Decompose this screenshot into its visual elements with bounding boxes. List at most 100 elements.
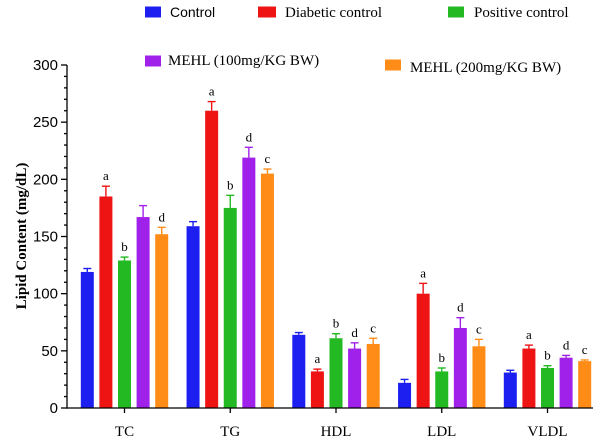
significance-letter-vldl-mehl-200mg-kg-bw: c xyxy=(582,342,588,357)
error-bar-hdl-positive-control xyxy=(332,332,340,339)
significance-letter-ldl-mehl-200mg-kg-bw: c xyxy=(476,321,482,336)
error-bar-vldl-diabetic-control xyxy=(524,344,533,349)
error-bar-ldl-mehl-100mg-kg-bw xyxy=(456,316,465,328)
y-tick-label-0: 0 xyxy=(50,400,58,417)
error-bar-tg-mehl-200mg-kg-bw xyxy=(263,168,272,174)
error-bar-tc-positive-control xyxy=(120,256,129,261)
error-bars xyxy=(83,100,589,383)
error-bar-hdl-control xyxy=(294,331,303,335)
y-tick-label-150: 150 xyxy=(33,229,58,246)
bar-ldl-mehl-100mg-kg-bw xyxy=(453,327,467,408)
significance-letter-vldl-positive-control: b xyxy=(544,348,551,363)
significance-letter-hdl-positive-control: b xyxy=(333,316,340,331)
y-tick-label-100: 100 xyxy=(33,286,58,303)
significance-letter-hdl-mehl-100mg-kg-bw: d xyxy=(351,325,358,340)
error-bar-vldl-mehl-100mg-kg-bw xyxy=(562,354,571,358)
y-tick-label-250: 250 xyxy=(33,114,58,131)
bar-vldl-mehl-100mg-kg-bw xyxy=(559,357,573,408)
legend-swatch-mehl-200 xyxy=(385,59,401,71)
bar-ldl-positive-control xyxy=(435,371,449,408)
significance-letter-ldl-mehl-100mg-kg-bw: d xyxy=(457,300,464,315)
bar-ldl-control xyxy=(398,382,412,408)
bar-tg-mehl-200mg-kg-bw xyxy=(260,173,274,408)
legend-swatch-diabetic-control xyxy=(258,6,276,18)
bar-tg-diabetic-control xyxy=(205,110,219,408)
bar-tc-positive-control xyxy=(118,260,131,408)
x-axis-ticks: TC TG HDL LDL VLDL xyxy=(115,408,568,440)
error-bar-tg-diabetic-control xyxy=(207,100,216,111)
bar-tc-control xyxy=(80,271,94,408)
bar-tc-diabetic-control xyxy=(99,196,113,408)
bar-hdl-control xyxy=(292,334,306,408)
bar-vldl-mehl-200mg-kg-bw xyxy=(578,361,592,408)
significance-letter-ldl-positive-control: b xyxy=(439,350,446,365)
error-bar-ldl-control xyxy=(400,378,409,383)
significance-letter-hdl-mehl-200mg-kg-bw: c xyxy=(370,320,376,335)
y-tick-label-200: 200 xyxy=(33,171,58,188)
bar-hdl-diabetic-control xyxy=(310,371,324,408)
x-tick-label-tc: TC xyxy=(115,424,134,440)
significance-letter-tg-mehl-200mg-kg-bw: c xyxy=(265,151,271,166)
bar-vldl-positive-control xyxy=(541,367,554,408)
error-bar-vldl-positive-control xyxy=(543,364,552,368)
bar-tc-mehl-200mg-kg-bw xyxy=(155,234,169,408)
y-tick-label-50: 50 xyxy=(41,343,58,360)
x-tick-label-tg: TG xyxy=(220,424,240,440)
legend-item-diabetic-control: Diabetic control xyxy=(258,5,382,21)
bar-vldl-control xyxy=(503,372,517,408)
bar-hdl-positive-control xyxy=(329,338,343,408)
legend-item-positive-control: Positive control xyxy=(448,5,569,21)
legend-label-diabetic-control: Diabetic control xyxy=(285,5,382,21)
legend: Control Diabetic control Positive contro… xyxy=(145,4,569,76)
significance-letter-ldl-diabetic-control: a xyxy=(420,265,426,280)
significance-letter-tc-diabetic-control: a xyxy=(103,168,109,183)
legend-item-control: Control xyxy=(145,4,215,20)
y-axis-ticks: 0 50 100 150 200 250 300 xyxy=(33,57,67,417)
significance-letter-hdl-diabetic-control: a xyxy=(315,351,321,366)
legend-swatch-positive-control xyxy=(448,6,464,18)
bar-tg-mehl-100mg-kg-bw xyxy=(242,157,256,408)
x-tick-label-hdl: HDL xyxy=(321,424,352,440)
y-tick-label-300: 300 xyxy=(33,57,58,74)
bar-ldl-mehl-200mg-kg-bw xyxy=(472,346,486,408)
x-tick-label-ldl: LDL xyxy=(427,424,456,440)
error-bar-tc-control xyxy=(83,267,92,272)
significance-letter-tg-positive-control: b xyxy=(227,177,234,192)
significance-letter-vldl-mehl-100mg-kg-bw: d xyxy=(563,337,570,352)
error-bar-tg-positive-control xyxy=(226,194,235,208)
x-tick-label-vldl: VLDL xyxy=(528,424,568,440)
significance-letter-tg-mehl-100mg-kg-bw: d xyxy=(246,129,253,144)
error-bar-ldl-diabetic-control xyxy=(419,282,428,294)
significance-letter-vldl-diabetic-control: a xyxy=(526,327,532,342)
legend-item-mehl-200: MEHL (200mg/KG BW) xyxy=(385,59,561,76)
legend-label-control: Control xyxy=(170,4,215,20)
error-bar-tg-control xyxy=(189,220,198,227)
error-bar-hdl-diabetic-control xyxy=(313,368,322,372)
bar-ldl-diabetic-control xyxy=(416,293,430,408)
bar-tg-positive-control xyxy=(223,207,237,408)
error-bar-tg-mehl-100mg-kg-bw xyxy=(244,146,253,158)
bar-tc-mehl-100mg-kg-bw xyxy=(136,217,150,408)
bars xyxy=(80,110,592,408)
legend-swatch-control xyxy=(145,6,161,18)
legend-label-mehl-100: MEHL (100mg/KG BW) xyxy=(168,53,319,69)
error-bar-ldl-mehl-200mg-kg-bw xyxy=(474,338,483,347)
legend-item-mehl-100: MEHL (100mg/KG BW) xyxy=(145,53,319,69)
significance-letter-tc-mehl-200mg-kg-bw: d xyxy=(158,209,165,224)
error-bar-vldl-control xyxy=(506,369,515,373)
error-bar-ldl-positive-control xyxy=(437,367,446,372)
error-bar-hdl-mehl-200mg-kg-bw xyxy=(369,337,378,344)
y-axis-title: Lipid Content (mg/dL) xyxy=(14,163,30,310)
legend-swatch-mehl-100 xyxy=(145,55,161,67)
error-bar-tc-mehl-200mg-kg-bw xyxy=(157,226,166,235)
error-bar-hdl-mehl-100mg-kg-bw xyxy=(350,342,359,349)
error-bar-tc-mehl-100mg-kg-bw xyxy=(139,204,148,218)
bar-vldl-diabetic-control xyxy=(522,348,536,408)
bar-tg-control xyxy=(186,226,200,408)
legend-label-mehl-200: MEHL (200mg/KG BW) xyxy=(410,60,561,76)
significance-letter-tc-positive-control: b xyxy=(121,239,128,254)
significance-letter-tg-diabetic-control: a xyxy=(209,84,215,99)
error-bar-tc-diabetic-control xyxy=(101,185,110,197)
